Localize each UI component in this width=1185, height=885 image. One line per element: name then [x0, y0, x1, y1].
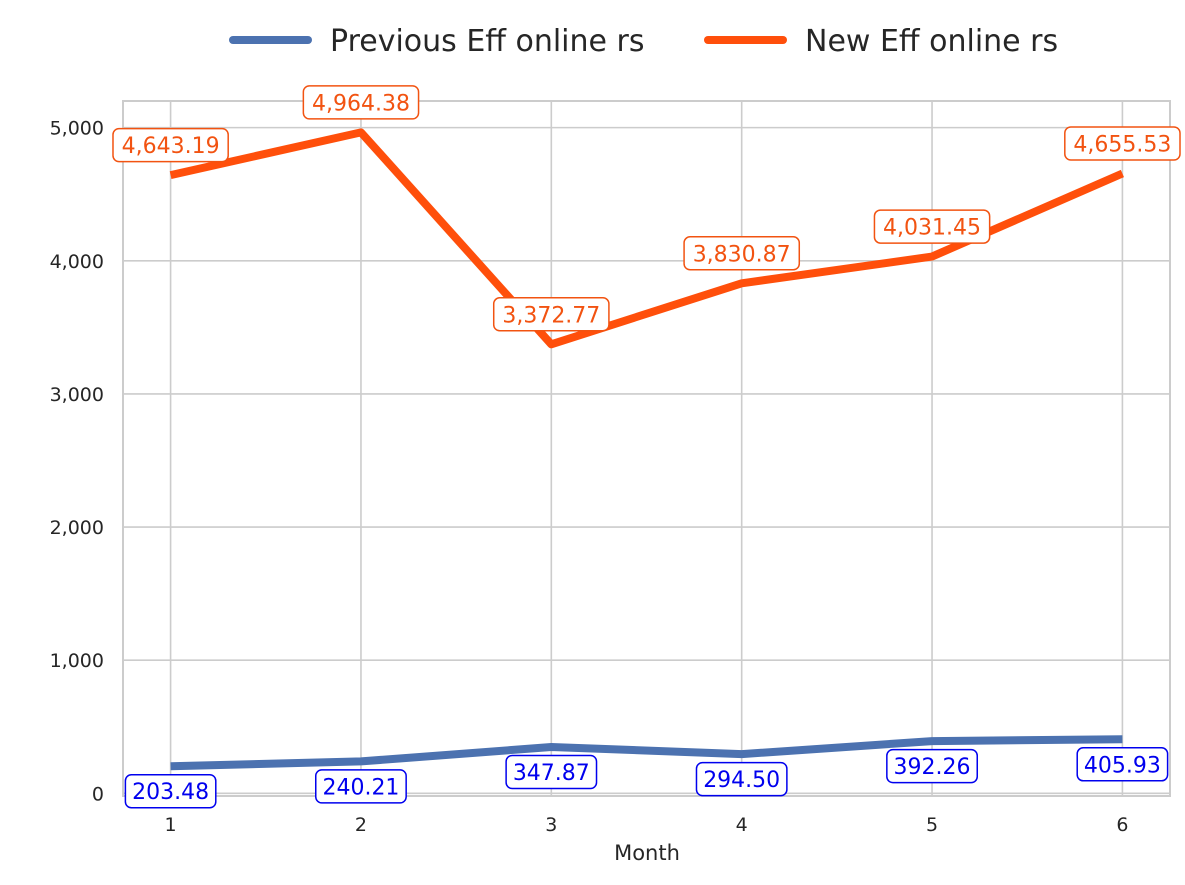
y-tick-label: 4,000: [50, 251, 104, 273]
data-label: 240.21: [315, 769, 407, 804]
data-label: 3,372.77: [492, 297, 610, 332]
data-label-text: 3,372.77: [502, 303, 600, 328]
data-label-box: [886, 748, 978, 784]
data-label: 347.87: [505, 754, 598, 790]
data-label-box: [505, 754, 598, 790]
data-label-box: [124, 773, 217, 809]
data-label: 4,655.53: [1064, 126, 1181, 161]
y-tick-label: 1,000: [50, 650, 104, 672]
data-label-text: 294.50: [703, 768, 780, 793]
data-label: 203.48: [124, 773, 217, 809]
x-tick-label: 4: [736, 814, 748, 836]
grid-layer: [122, 100, 1171, 797]
x-tick-label: 1: [165, 814, 177, 836]
data-label-text: 347.87: [513, 761, 590, 786]
previous-eff-series-line: [170, 735, 1123, 771]
data-label-box: [1076, 747, 1169, 782]
data-label-text: 4,964.38: [312, 91, 410, 116]
data-label-box: [1064, 126, 1181, 161]
data-label-text: 203.48: [132, 780, 209, 805]
data-label-box: [302, 85, 420, 120]
legend-item: Previous Eff online rs: [229, 24, 645, 59]
legend-label: Previous Eff online rs: [330, 24, 645, 59]
x-tick-label: 5: [926, 814, 938, 836]
data-label-text: 3,830.87: [693, 242, 791, 267]
data-label-box: [112, 127, 229, 163]
y-tick-label: 2,000: [50, 517, 104, 539]
data-label-text: 4,031.45: [883, 216, 981, 241]
y-tick-label: 0: [92, 783, 104, 805]
x-tick-label: 3: [545, 814, 557, 836]
data-label: 4,964.38: [302, 85, 420, 120]
data-label-box: [873, 209, 991, 244]
data-label-text: 4,655.53: [1073, 132, 1171, 157]
data-label-text: 392.26: [894, 755, 971, 780]
plot-frame: [122, 100, 1171, 797]
y-tick-label: 5,000: [50, 118, 104, 140]
data-label: 4,031.45: [873, 209, 991, 244]
axes-layer: 1 2 3 4 5 6 0 1,000 2,000 3,000 4,000 5,000: [50, 118, 1129, 836]
data-labels-layer: 203.48 240.21 347.87 294.50 392.26 405.93 4,64…: [112, 85, 1181, 809]
data-label: 294.50: [695, 761, 788, 797]
data-label-box: [683, 236, 801, 271]
x-tick-label: 2: [355, 814, 367, 836]
x-axis-label: Month: [614, 841, 680, 865]
legend: Previous Eff online rs New Eff online rs: [229, 24, 1058, 59]
legend-item: New Eff online rs: [704, 24, 1058, 59]
data-label-box: [492, 297, 610, 332]
x-tick-label: 6: [1116, 814, 1128, 836]
y-tick-label: 3,000: [50, 384, 104, 406]
data-label-text: 4,643.19: [122, 134, 220, 159]
legend-label: New Eff online rs: [805, 24, 1058, 59]
data-label: 4,643.19: [112, 127, 229, 163]
data-label: 3,830.87: [683, 236, 801, 271]
data-label: 405.93: [1076, 747, 1169, 782]
data-label-box: [695, 761, 788, 797]
data-label-box: [315, 769, 407, 804]
data-label-text: 240.21: [322, 775, 399, 800]
data-label: 392.26: [886, 748, 978, 784]
data-label-text: 405.93: [1084, 753, 1161, 778]
